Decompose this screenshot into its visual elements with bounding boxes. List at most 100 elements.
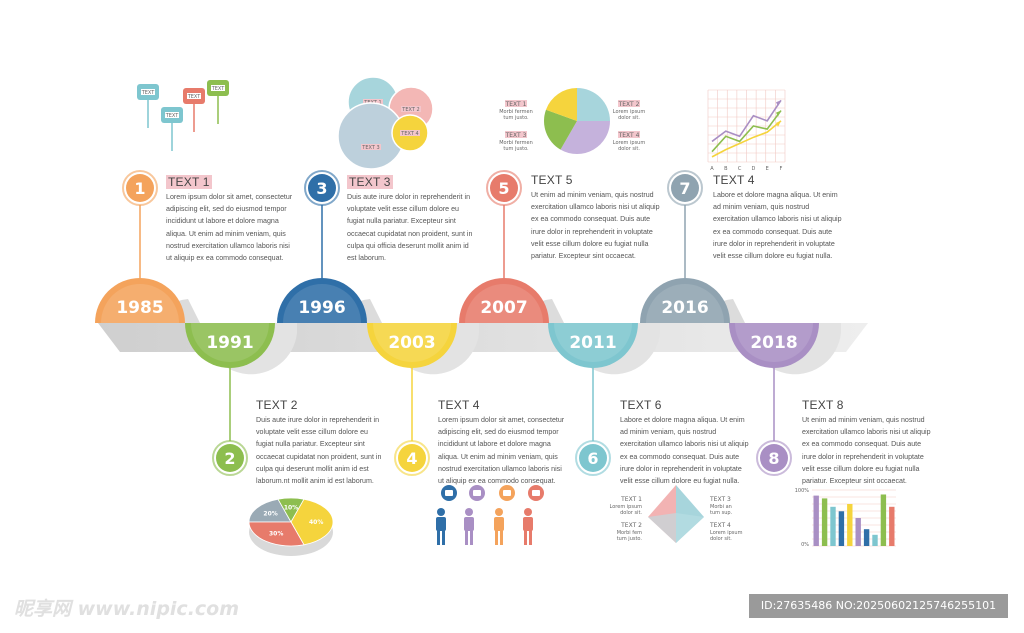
line-arrow <box>776 110 781 117</box>
year-marker-inner <box>646 284 724 323</box>
pyramid-sub: Morbi an <box>710 504 732 510</box>
line-x-label: A <box>710 166 714 172</box>
milestone-text-5: TEXT 5 Ut enim ad minim veniam, quis nost… <box>531 173 681 262</box>
pie-label-bg <box>618 131 640 138</box>
person-body <box>494 517 504 531</box>
milestone-text-2: TEXT 2 Duis aute irure dolor in reprehend… <box>256 398 406 487</box>
bar <box>855 518 861 546</box>
pie-slice <box>560 121 610 154</box>
badge-number: 6 <box>587 449 598 468</box>
line-x-label: C <box>738 166 742 172</box>
badge-circle <box>126 174 154 202</box>
bubble-label-bg <box>363 99 383 105</box>
year-marker <box>185 323 275 368</box>
bubble-label: TEXT 4 <box>400 131 418 137</box>
milestone-body: Ut enim ad minim veniam, quis nostrud exe… <box>802 416 931 486</box>
person-leg <box>500 530 503 545</box>
pyramid-sub: Lorem ipsum <box>710 530 743 536</box>
year-label: 1985 <box>116 298 163 318</box>
badge-circle <box>579 444 607 472</box>
watermark-left: 昵享网 www.nipic.com <box>14 598 240 620</box>
pyramid-sub: dolor sit. <box>710 536 732 542</box>
watermark-right: ID:27635486 NO:20250602125746255101 <box>749 594 1008 618</box>
pie-slice <box>545 87 577 121</box>
year-marker <box>95 278 185 323</box>
milestone-body: Lorem ipsum dolor sit amet, consectetur a… <box>166 193 293 263</box>
pie3d-slice <box>290 498 334 546</box>
bar <box>830 506 836 546</box>
person-body <box>523 517 533 531</box>
connector-lines <box>139 205 775 441</box>
badge-circle <box>490 174 518 202</box>
pie3d-slice <box>248 521 305 547</box>
pyramid-sub: dolor sit. <box>620 510 642 516</box>
person-leg <box>524 530 527 545</box>
year-label: 2018 <box>750 333 797 353</box>
pie-slice <box>544 109 577 150</box>
speech-icon <box>532 490 540 496</box>
pie3d-label: 10% <box>284 505 298 512</box>
milestone-title: TEXT 8 <box>802 398 844 412</box>
year-marker <box>277 278 367 323</box>
tag-label-bg <box>165 112 179 118</box>
line-series <box>711 110 782 153</box>
tag-label-bg <box>141 89 155 95</box>
line-x-label: E <box>766 166 769 172</box>
bar <box>821 498 828 546</box>
milestone-title: TEXT 6 <box>620 398 662 412</box>
pie-label: TEXT 2 <box>618 101 640 108</box>
bar <box>872 534 878 546</box>
pie3d-slice <box>248 498 292 523</box>
year-marker-inner <box>465 284 543 323</box>
milestone-text-1: TEXT 1 Lorem ipsum dolor sit amet, consec… <box>166 173 316 264</box>
pie3d-label: 30% <box>269 531 283 538</box>
tag-label-bg <box>211 85 225 91</box>
person-leg <box>529 530 532 545</box>
bar-ymax: 100% <box>795 488 810 494</box>
illustrations: TEXT TEXT TEXT TEXT TEXT 1 TEXT 2 TEXT 3 TEXT 4… <box>137 76 896 556</box>
person-leg <box>465 530 468 545</box>
pyramid-sub: Morbi fem <box>617 530 642 536</box>
badge-circle <box>398 444 426 472</box>
year-marker-inner <box>101 284 179 323</box>
badge-number: 7 <box>679 179 690 198</box>
person-leg <box>495 530 498 545</box>
tag-label-bg <box>187 93 201 99</box>
person-head <box>465 508 473 516</box>
milestone-text-7: TEXT 4 Labore et dolore magna aliqua. Ut … <box>713 173 863 262</box>
milestone-text-3: TEXT 3 Duis aute irure dolor in reprehend… <box>347 173 497 264</box>
person-head <box>524 508 532 516</box>
year-label: 2003 <box>388 333 435 353</box>
speech-icon <box>445 490 453 496</box>
line-series <box>711 120 782 158</box>
year-label: 2007 <box>480 298 527 318</box>
pyramid-sub: Lorem ipsum <box>610 504 643 510</box>
pyramid-base <box>648 513 704 543</box>
pie-label-bg <box>505 100 527 107</box>
line-series <box>711 99 782 143</box>
badge-circle <box>308 174 336 202</box>
badge-circle <box>671 174 699 202</box>
person-head <box>495 508 503 516</box>
milestone-body: Labore et dolore magna aliqua. Ut enim ad… <box>713 191 842 261</box>
bar <box>838 511 845 546</box>
line-arrow <box>776 120 781 127</box>
milestone-title: TEXT 3 <box>347 175 393 189</box>
year-marker-inner <box>283 284 361 323</box>
year-marker-inner <box>373 323 451 362</box>
pie-label: TEXT 3 <box>505 132 527 139</box>
tag-label: TEXT <box>165 113 180 119</box>
tag-label: TEXT <box>141 90 156 96</box>
line-x-label: F <box>780 166 783 172</box>
milestone-body: Ut enim ad minim veniam, quis nostrud exe… <box>531 191 660 261</box>
milestone-text-6: TEXT 6 Labore et dolore magna aliqua. Ut … <box>620 398 770 487</box>
pyramid-label: TEXT 2 <box>620 522 642 529</box>
pie-label-bg <box>618 100 640 107</box>
speech-icon <box>503 490 511 496</box>
pie3d-label: 20% <box>263 511 277 518</box>
milestone-title: TEXT 2 <box>256 398 298 412</box>
pie3d-label: 40% <box>309 519 323 526</box>
bar <box>889 506 895 546</box>
year-markers: 1985 1991 1996 2003 2007 2011 2016 2018 <box>95 278 819 368</box>
